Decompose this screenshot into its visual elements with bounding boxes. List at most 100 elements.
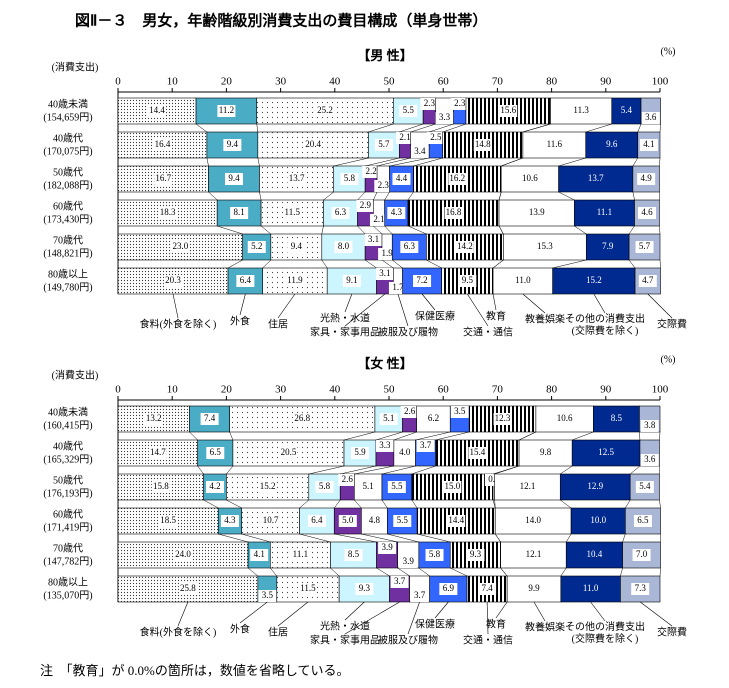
- legend-label: 住居: [268, 625, 288, 638]
- label-bg: [420, 98, 439, 110]
- connector: [632, 191, 635, 201]
- x-tick-label: 50: [384, 384, 396, 396]
- label-bg: [637, 173, 656, 185]
- connector: [498, 191, 502, 201]
- category-label: 50歳代: [53, 166, 83, 178]
- label-bg: [206, 481, 225, 493]
- label-bg: [392, 173, 411, 185]
- x-tick-label: 40: [329, 384, 341, 396]
- legend-label: 被服及び履物: [378, 325, 438, 338]
- value-label: 2.5: [430, 132, 442, 142]
- value-label: 9.4: [227, 139, 239, 149]
- connector: [566, 533, 572, 543]
- category-sublabel: (182,088円): [43, 180, 92, 191]
- value-label: 2.3: [378, 180, 390, 190]
- legend-label: 家具・家事用品: [310, 325, 380, 338]
- x-tick-label: 0: [115, 384, 121, 396]
- label-bg: [151, 481, 170, 493]
- value-label: 9.4: [228, 173, 240, 183]
- connector: [572, 431, 594, 441]
- value-label: 5.5: [397, 515, 409, 525]
- label-bg: [148, 105, 167, 117]
- label-bg: [171, 241, 190, 253]
- bar-segment: [117, 165, 209, 193]
- x-tick-label: 60: [438, 384, 450, 396]
- value-label: 2.3: [454, 98, 466, 108]
- label-bg: [344, 549, 363, 561]
- leader-line: [277, 601, 309, 627]
- leader-line: [640, 601, 673, 627]
- connector: [494, 465, 520, 475]
- value-label: 1.9: [381, 248, 393, 258]
- connector: [659, 259, 661, 269]
- value-label: 15.8: [153, 481, 169, 491]
- label-bg: [298, 583, 317, 595]
- leader-line: [407, 601, 420, 635]
- value-label: 11.0: [583, 583, 599, 593]
- label-bg: [331, 207, 350, 219]
- label-bg: [447, 515, 466, 527]
- connector: [495, 533, 501, 543]
- bar-segment: [593, 405, 640, 433]
- connector: [625, 499, 631, 509]
- value-label: 14.0: [525, 515, 541, 525]
- label-bg: [316, 105, 335, 117]
- legend-line: その他の消費支出: [565, 312, 645, 325]
- category-label: 80歳以上: [48, 576, 88, 588]
- legend-label: 外食: [230, 622, 250, 635]
- connector: [397, 567, 410, 577]
- value-label: 15.0: [445, 481, 461, 491]
- value-label: 26.8: [294, 413, 310, 423]
- bar-segment: [418, 541, 451, 569]
- value-label: 6.4: [311, 515, 323, 525]
- connector: [381, 499, 388, 509]
- label-bg: [400, 241, 419, 253]
- legend-label: 食料(外食を除く): [140, 625, 217, 638]
- bar-segment: [571, 439, 641, 467]
- label-bg: [435, 112, 454, 124]
- connector: [257, 157, 260, 167]
- value-label: 20.4: [305, 139, 321, 149]
- connector: [357, 191, 366, 201]
- label-bg: [416, 440, 435, 452]
- value-label: 7.4: [204, 413, 216, 423]
- value-label: 3.1: [379, 268, 390, 278]
- label-bg: [640, 454, 659, 466]
- label-bg: [285, 275, 304, 287]
- connector: [262, 259, 272, 269]
- label-bg: [450, 406, 469, 418]
- value-label: 16.7: [155, 173, 171, 183]
- x-tick-label: 40: [329, 76, 341, 88]
- category-sublabel: (173,430円): [43, 214, 92, 225]
- label-bg: [217, 105, 236, 117]
- connector: [450, 567, 468, 577]
- label-bg: [536, 447, 555, 459]
- value-label: 9.3: [470, 549, 482, 559]
- leader-line: [647, 293, 673, 319]
- connector: [393, 431, 417, 441]
- legend-label: 教育: [486, 309, 506, 322]
- value-label: 15.4: [469, 447, 485, 457]
- connector: [558, 191, 575, 201]
- connector: [429, 123, 454, 133]
- legend-label: その他の消費支出(交際費を除く): [565, 620, 645, 645]
- connector: [387, 533, 419, 543]
- connector: [560, 465, 573, 475]
- connector: [407, 191, 414, 201]
- value-label: 4.9: [641, 173, 653, 183]
- value-label: 11.0: [515, 275, 531, 285]
- label-bg: [641, 112, 660, 124]
- value-label: 7.0: [636, 549, 648, 559]
- label-bg: [468, 447, 487, 459]
- label-bg: [545, 139, 564, 151]
- connector: [407, 225, 427, 235]
- label-bg: [378, 542, 397, 554]
- legend-label: 光熱・水道: [320, 311, 370, 324]
- value-label: 5.5: [403, 105, 415, 115]
- label-bg: [223, 139, 242, 151]
- value-label: 15.6: [500, 105, 516, 115]
- label-bg: [375, 268, 394, 280]
- bar-segment: [558, 165, 634, 193]
- connector: [417, 533, 451, 543]
- category-sublabel: (170,075円): [43, 146, 92, 157]
